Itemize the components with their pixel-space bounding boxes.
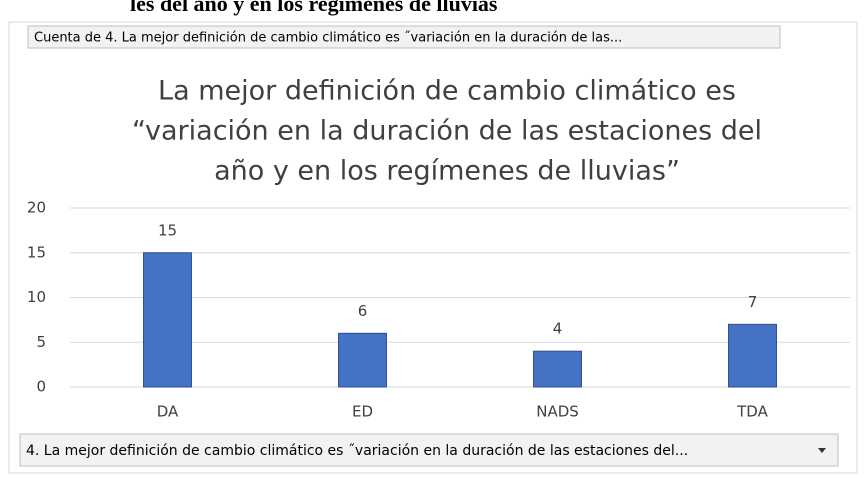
field-button[interactable] bbox=[27, 25, 781, 49]
chart-title: año y en los regímenes de lluvias” bbox=[214, 156, 680, 187]
data-label: 15 bbox=[158, 221, 177, 239]
bar bbox=[533, 350, 582, 388]
chart-frame bbox=[8, 21, 858, 474]
y-tick-label: 10 bbox=[27, 288, 46, 306]
axis-dropdown-label: 4. La mejor definición de cambio climáti… bbox=[26, 443, 688, 459]
bar bbox=[338, 332, 387, 388]
x-tick-label: DA bbox=[157, 403, 179, 421]
page-heading: les del año y en los regímenes de lluvia… bbox=[130, 0, 498, 16]
bar bbox=[143, 252, 192, 388]
y-tick-label: 20 bbox=[27, 199, 46, 217]
data-label: 7 bbox=[748, 293, 758, 311]
y-tick-label: 5 bbox=[36, 333, 46, 351]
y-tick-label: 15 bbox=[27, 243, 46, 261]
dropdown-arrow[interactable] bbox=[818, 448, 826, 453]
field-button-label: Cuenta de 4. La mejor definición de camb… bbox=[34, 31, 622, 46]
data-label: 6 bbox=[358, 302, 368, 320]
chart-title: “variación en la duración de las estacio… bbox=[132, 116, 762, 147]
x-tick-label: NADS bbox=[536, 403, 579, 421]
axis-dropdown[interactable] bbox=[19, 433, 839, 467]
y-tick-label: 0 bbox=[36, 378, 46, 396]
chart-title: La mejor definición de cambio climático … bbox=[158, 76, 736, 107]
x-tick-label: TDA bbox=[736, 403, 768, 421]
bar bbox=[728, 323, 777, 388]
data-label: 4 bbox=[553, 320, 563, 338]
x-tick-label: ED bbox=[352, 403, 373, 421]
